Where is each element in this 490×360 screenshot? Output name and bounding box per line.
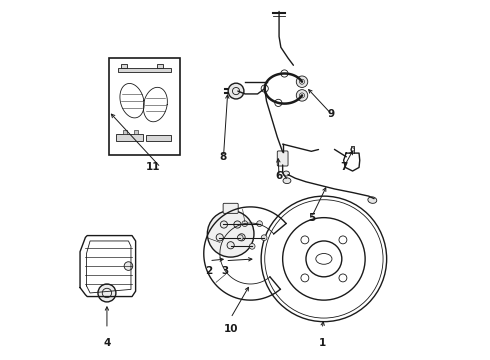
Circle shape: [228, 83, 244, 99]
Text: 4: 4: [103, 338, 111, 348]
Bar: [157, 64, 163, 68]
Circle shape: [124, 262, 133, 270]
Bar: [118, 68, 172, 72]
Ellipse shape: [283, 178, 291, 184]
Text: 11: 11: [147, 162, 161, 172]
Bar: [116, 134, 143, 140]
Text: 5: 5: [308, 213, 315, 222]
Circle shape: [227, 242, 234, 249]
Text: 9: 9: [327, 109, 335, 119]
FancyBboxPatch shape: [223, 203, 238, 213]
Text: 8: 8: [220, 152, 227, 162]
Circle shape: [261, 85, 269, 92]
Bar: [123, 130, 127, 134]
Text: 10: 10: [223, 324, 238, 334]
Ellipse shape: [368, 197, 377, 203]
Text: 7: 7: [340, 162, 347, 172]
Circle shape: [275, 99, 282, 107]
Circle shape: [296, 76, 308, 87]
Circle shape: [242, 221, 247, 226]
Circle shape: [296, 90, 308, 101]
Text: 1: 1: [318, 338, 326, 348]
Circle shape: [237, 235, 243, 240]
Circle shape: [261, 235, 267, 240]
Bar: [147, 135, 172, 140]
Circle shape: [234, 221, 241, 228]
Circle shape: [216, 234, 223, 241]
FancyBboxPatch shape: [277, 151, 288, 166]
Text: 2: 2: [205, 266, 213, 276]
Text: 3: 3: [221, 266, 229, 276]
Bar: [109, 58, 180, 155]
Text: 6: 6: [275, 171, 283, 181]
Circle shape: [238, 234, 245, 241]
Circle shape: [207, 211, 254, 257]
Circle shape: [249, 243, 255, 249]
Circle shape: [98, 284, 116, 302]
Bar: [134, 130, 138, 134]
Circle shape: [281, 70, 288, 77]
Circle shape: [257, 221, 263, 226]
Bar: [122, 64, 126, 68]
Circle shape: [220, 221, 227, 228]
Ellipse shape: [283, 171, 290, 176]
